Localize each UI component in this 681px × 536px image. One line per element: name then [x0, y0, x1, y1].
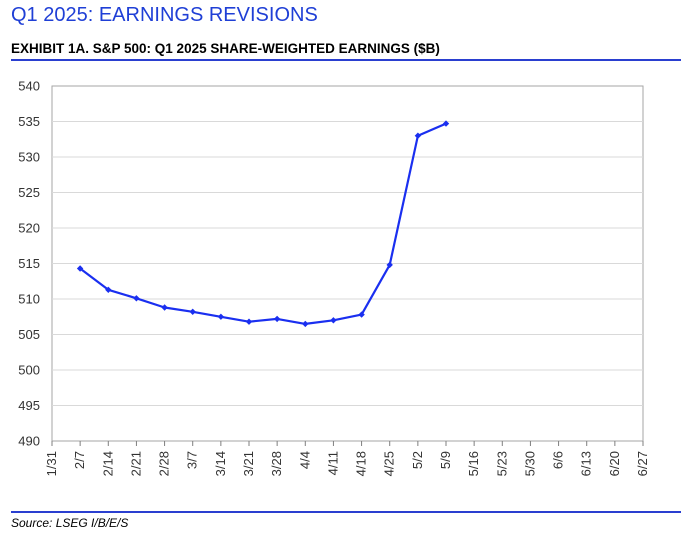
x-tick-label: 6/20 — [607, 451, 622, 476]
exhibit-title: EXHIBIT 1A. S&P 500: Q1 2025 SHARE-WEIGH… — [11, 41, 440, 56]
data-point — [76, 265, 84, 272]
x-tick-label: 5/2 — [410, 451, 425, 469]
x-tick-label: 5/16 — [466, 451, 481, 476]
y-tick-label: 520 — [18, 221, 40, 236]
x-tick-label: 2/7 — [72, 451, 87, 469]
x-tick-label: 2/28 — [157, 451, 172, 476]
y-tick-label: 535 — [18, 114, 40, 129]
x-tick-label: 2/21 — [128, 451, 143, 476]
gridlines — [52, 121, 643, 406]
x-tick-label: 3/14 — [213, 451, 228, 476]
data-point — [133, 295, 140, 302]
y-tick-label: 495 — [18, 398, 40, 413]
x-tick-label: 3/7 — [185, 451, 200, 469]
x-tick-label: 6/27 — [635, 451, 650, 476]
y-tick-label: 490 — [18, 434, 40, 449]
y-tick-label: 500 — [18, 363, 40, 378]
header-divider — [11, 59, 681, 61]
data-point — [217, 313, 225, 320]
x-tick-label: 4/18 — [354, 451, 369, 476]
source-note: Source: LSEG I/B/E/S — [11, 516, 129, 530]
earnings-line-chart: 490 495 500 505 510 515 520 525 530 535 540 1/31 2/… — [18, 79, 650, 477]
data-point — [105, 286, 112, 293]
y-tick-label: 515 — [18, 256, 40, 271]
x-tick-label: 2/14 — [100, 451, 115, 476]
x-tick-label: 5/30 — [522, 451, 537, 476]
page-heading: Q1 2025: EARNINGS REVISIONS — [11, 4, 318, 26]
data-point — [442, 120, 450, 127]
x-tick-label: 6/13 — [579, 451, 594, 476]
x-tick-label: 4/25 — [382, 451, 397, 476]
x-tick-label: 6/6 — [551, 451, 566, 469]
y-tick-label: 540 — [18, 79, 40, 94]
x-tick-label: 5/9 — [438, 451, 453, 469]
data-point — [161, 304, 168, 311]
y-tick-label: 525 — [18, 185, 40, 200]
y-tick-label: 530 — [18, 150, 40, 165]
series-layer — [76, 120, 450, 328]
footer-divider — [11, 511, 681, 513]
data-point — [330, 317, 337, 324]
data-point — [302, 320, 309, 328]
series-line — [79, 122, 447, 325]
data-point — [273, 315, 281, 323]
x-tick-label: 1/31 — [44, 451, 59, 476]
x-tick-label: 3/21 — [241, 451, 256, 476]
y-axis-ticks: 490 495 500 505 510 515 520 525 530 535 540 — [18, 79, 40, 449]
x-tick-label: 4/11 — [325, 451, 340, 475]
x-tick-label: 5/23 — [494, 451, 509, 476]
data-point — [386, 261, 393, 269]
x-tick-label: 4/4 — [297, 451, 312, 469]
y-tick-label: 505 — [18, 327, 40, 342]
data-point — [245, 318, 253, 325]
data-point — [414, 132, 422, 139]
data-point — [189, 308, 196, 315]
x-axis-ticks: 1/31 2/7 2/14 2/21 2/28 3/7 3/14 3/21 3/28 4/4 4/1… — [44, 441, 650, 476]
x-tick-label: 3/28 — [269, 451, 284, 476]
y-tick-label: 510 — [18, 292, 40, 307]
data-point — [358, 311, 365, 318]
